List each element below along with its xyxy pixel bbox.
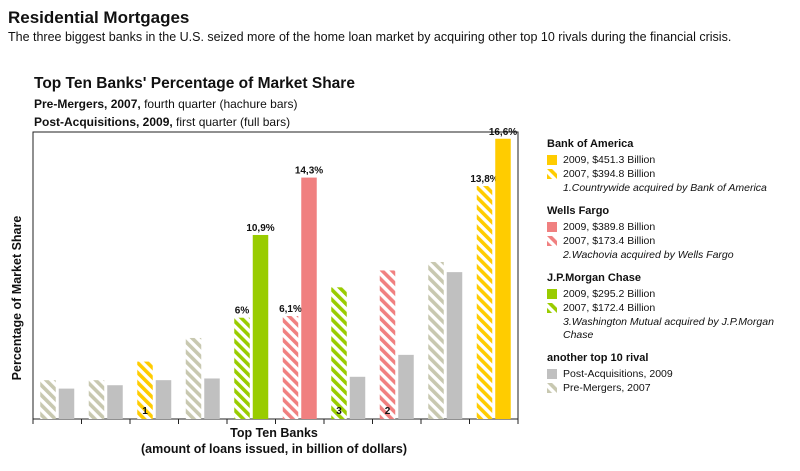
pre-merger-bar: [379, 270, 396, 419]
post-acquisition-bar: [495, 138, 511, 420]
chart-subtitle-pre-mergers: Pre-Mergers, 2007, fourth quarter (hachu…: [34, 97, 297, 111]
legend-heading: Bank of America: [547, 138, 634, 150]
post-acquisition-bar: [446, 272, 463, 419]
pre-merger-bar: [282, 316, 299, 419]
legend-item: Pre-Mergers, 2007: [547, 381, 797, 395]
legend-group: Wells Fargo 2009, $389.8 Billion 2007, $17…: [547, 205, 797, 262]
pre-merger-bar: [428, 261, 444, 419]
legend-item: 2009, $389.8 Billion: [547, 220, 797, 234]
legend-item: 2007, $173.4 Billion: [547, 234, 797, 248]
chart-subtitle-post-bold: Post-Acquisitions, 2009,: [34, 115, 173, 129]
legend-item: 2007, $172.4 Billion: [547, 301, 797, 315]
acquisition-marker: 2: [385, 406, 391, 417]
post-acquisition-bar: [349, 376, 366, 419]
legend-group: another top 10 rival Post-Acquisitions, 2…: [547, 352, 797, 395]
post-acquisition-bar: [252, 234, 269, 419]
x-axis-label: Top Ten Banks: [230, 426, 318, 440]
legend-item: 2007, $394.8 Billion: [547, 167, 797, 181]
solid-swatch: [547, 155, 557, 165]
page-title: Residential Mortgages: [8, 8, 190, 27]
hatched-swatch: [547, 236, 557, 246]
post-acquisition-bar: [155, 380, 172, 419]
solid-swatch: [547, 289, 557, 299]
bar-value-label: 6,1%: [279, 304, 302, 315]
legend-item-label: 2009, $389.8 Billion: [563, 221, 656, 233]
pre-merger-bar: [234, 317, 250, 419]
plot-frame: [32, 131, 519, 420]
post-acquisition-bar: [301, 177, 317, 419]
y-axis-label: Percentage of Market Share: [10, 215, 24, 381]
legend-note: 2.Wachovia acquired by Wells Fargo: [563, 249, 734, 261]
bar-value-label: 13,8%: [470, 174, 498, 185]
pre-merger-bar: [185, 337, 202, 419]
legend-group: Bank of America 2009, $451.3 Billion 2007,…: [547, 138, 797, 195]
hatched-swatch: [547, 169, 557, 179]
page-subtitle: The three biggest banks in the U.S. seiz…: [8, 30, 732, 44]
x-axis-sublabel: (amount of loans issued, in billion of d…: [141, 442, 407, 456]
hatched-swatch: [547, 303, 557, 313]
solid-swatch: [547, 369, 557, 379]
pre-merger-bar: [137, 361, 153, 419]
chart-subtitle-post-rest: first quarter (full bars): [172, 115, 291, 129]
chart-subtitle-post-acquisitions: Post-Acquisitions, 2009, first quarter (…: [34, 115, 290, 129]
chart-subtitle-pre-bold: Pre-Mergers, 2007,: [34, 97, 141, 111]
chart-title: Top Ten Banks' Percentage of Market Shar…: [34, 75, 355, 92]
post-acquisition-bar: [58, 388, 75, 419]
bar-value-label: 6%: [235, 306, 250, 317]
legend-note: 3.Washington Mutual acquired by J.P.Morg…: [563, 316, 774, 341]
legend-item: 2009, $451.3 Billion: [547, 153, 797, 167]
solid-swatch: [547, 222, 557, 232]
pre-merger-bar: [88, 380, 105, 419]
chart-subtitle-pre-rest: fourth quarter (hachure bars): [140, 97, 298, 111]
bar-value-label: 14,3%: [295, 166, 323, 177]
hatched-swatch: [547, 383, 557, 393]
legend-item-label: Pre-Mergers, 2007: [563, 382, 651, 394]
post-acquisition-bar: [204, 378, 220, 419]
legend-item: 2009, $295.2 Billion: [547, 287, 797, 301]
legend-item-label: 2007, $394.8 Billion: [563, 168, 656, 180]
bar-value-label: 10,9%: [246, 223, 274, 234]
legend-item-label: 2007, $172.4 Billion: [563, 302, 656, 314]
legend-group: J.P.Morgan Chase 2009, $295.2 Billion 2007…: [547, 272, 797, 342]
legend-item: Post-Acquisitions, 2009: [547, 367, 797, 381]
pre-merger-bar: [40, 380, 56, 419]
legend-item-label: 2009, $451.3 Billion: [563, 154, 656, 166]
bar-value-label: 16,6%: [489, 127, 517, 138]
legend-item-label: 2007, $173.4 Billion: [563, 235, 656, 247]
chart-legend: Bank of America 2009, $451.3 Billion 2007,…: [547, 138, 797, 405]
legend-heading: Wells Fargo: [547, 205, 610, 217]
legend-heading: J.P.Morgan Chase: [547, 272, 641, 284]
pre-merger-bar: [476, 186, 493, 419]
acquisition-marker: 3: [336, 406, 342, 417]
post-acquisition-bar: [107, 385, 123, 419]
legend-item-label: Post-Acquisitions, 2009: [563, 368, 673, 380]
legend-heading: another top 10 rival: [547, 352, 649, 364]
legend-item-label: 2009, $295.2 Billion: [563, 288, 656, 300]
legend-note: 1.Countrywide acquired by Bank of Americ…: [563, 182, 767, 194]
acquisition-marker: 1: [142, 406, 148, 417]
pre-merger-bar: [331, 287, 347, 419]
post-acquisition-bar: [398, 354, 414, 419]
